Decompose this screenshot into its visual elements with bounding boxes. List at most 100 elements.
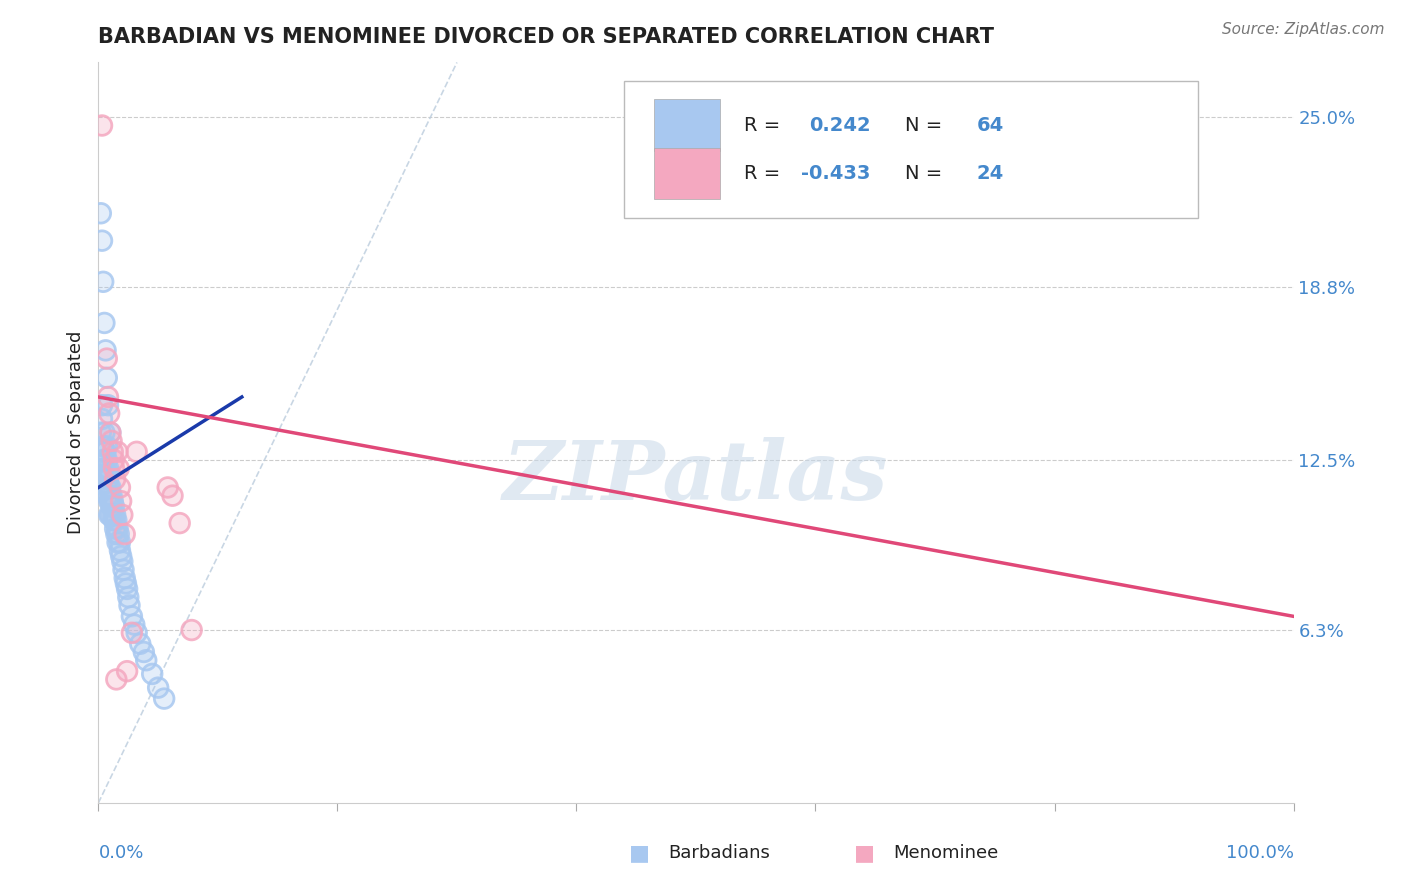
Text: Menominee: Menominee: [893, 844, 998, 862]
Point: [97, 390, 120, 404]
Point: [91, 398, 114, 412]
Point: [125, 445, 148, 459]
Point: [156, 480, 179, 494]
Point: [98, 406, 121, 420]
Point: [96, 453, 118, 467]
Point: [111, 554, 134, 568]
Point: [162, 489, 184, 503]
Point: [104, 472, 127, 486]
Text: 100.0%: 100.0%: [1226, 844, 1294, 862]
Point: [101, 508, 124, 522]
Point: [107, 527, 129, 541]
Point: [91, 412, 114, 426]
Point: [94, 445, 117, 459]
Point: [98, 494, 122, 508]
Point: [162, 489, 184, 503]
Point: [103, 461, 125, 475]
Point: [110, 494, 132, 508]
Point: [103, 500, 125, 514]
Text: 64: 64: [977, 116, 1004, 135]
Point: [104, 522, 127, 536]
Point: [105, 527, 128, 541]
Point: [101, 445, 124, 459]
Point: [124, 617, 146, 632]
Point: [91, 453, 114, 467]
Point: [96, 439, 118, 453]
Text: N =: N =: [905, 116, 949, 135]
Point: [100, 500, 122, 514]
Point: [141, 667, 163, 681]
Point: [115, 664, 138, 678]
Point: [103, 461, 125, 475]
Point: [114, 571, 136, 585]
Point: [129, 637, 152, 651]
Point: [105, 513, 128, 527]
Bar: [654, 99, 720, 152]
Point: [98, 425, 122, 440]
Point: [91, 119, 114, 133]
Point: [132, 645, 155, 659]
Point: [121, 625, 143, 640]
Point: [96, 467, 118, 481]
Point: [93, 461, 115, 475]
Point: [110, 494, 132, 508]
Point: [108, 543, 131, 558]
Point: [180, 623, 202, 637]
Point: [107, 445, 129, 459]
Point: [115, 582, 138, 596]
Point: [94, 467, 117, 481]
Point: [114, 527, 136, 541]
Point: [98, 425, 122, 440]
FancyBboxPatch shape: [624, 81, 1198, 218]
Point: [98, 508, 121, 522]
Text: ■: ■: [855, 843, 875, 863]
Point: [169, 516, 191, 530]
Point: [135, 653, 157, 667]
Point: [117, 590, 139, 604]
Text: N =: N =: [905, 164, 949, 183]
Point: [98, 425, 122, 440]
Point: [111, 554, 134, 568]
Point: [125, 445, 148, 459]
Point: [107, 522, 129, 536]
Point: [107, 461, 129, 475]
Point: [129, 637, 152, 651]
Point: [105, 673, 128, 687]
Point: [105, 527, 128, 541]
Text: R =: R =: [744, 116, 786, 135]
Point: [97, 461, 120, 475]
Point: [94, 445, 117, 459]
Point: [96, 453, 118, 467]
Point: [93, 461, 115, 475]
Point: [118, 599, 141, 613]
Point: [98, 425, 122, 440]
Point: [101, 494, 124, 508]
Point: [125, 625, 148, 640]
Point: [107, 445, 129, 459]
Point: [114, 527, 136, 541]
Text: R =: R =: [744, 164, 786, 183]
Point: [98, 508, 122, 522]
Point: [90, 206, 112, 220]
Point: [105, 513, 128, 527]
Point: [107, 522, 129, 536]
Point: [148, 681, 170, 695]
Point: [97, 489, 120, 503]
Point: [91, 234, 114, 248]
Point: [97, 390, 120, 404]
Y-axis label: Divorced or Separated: Divorced or Separated: [67, 331, 86, 534]
Text: 0.0%: 0.0%: [98, 844, 143, 862]
Point: [101, 445, 124, 459]
Point: [90, 425, 112, 440]
Text: BARBADIAN VS MENOMINEE DIVORCED OR SEPARATED CORRELATION CHART: BARBADIAN VS MENOMINEE DIVORCED OR SEPAR…: [98, 27, 994, 47]
Point: [98, 406, 121, 420]
Point: [91, 412, 114, 426]
Point: [101, 508, 124, 522]
Point: [107, 535, 129, 549]
Point: [91, 234, 114, 248]
Point: [94, 343, 117, 358]
Point: [98, 480, 122, 494]
Point: [104, 472, 127, 486]
Point: [156, 480, 179, 494]
Point: [94, 467, 117, 481]
